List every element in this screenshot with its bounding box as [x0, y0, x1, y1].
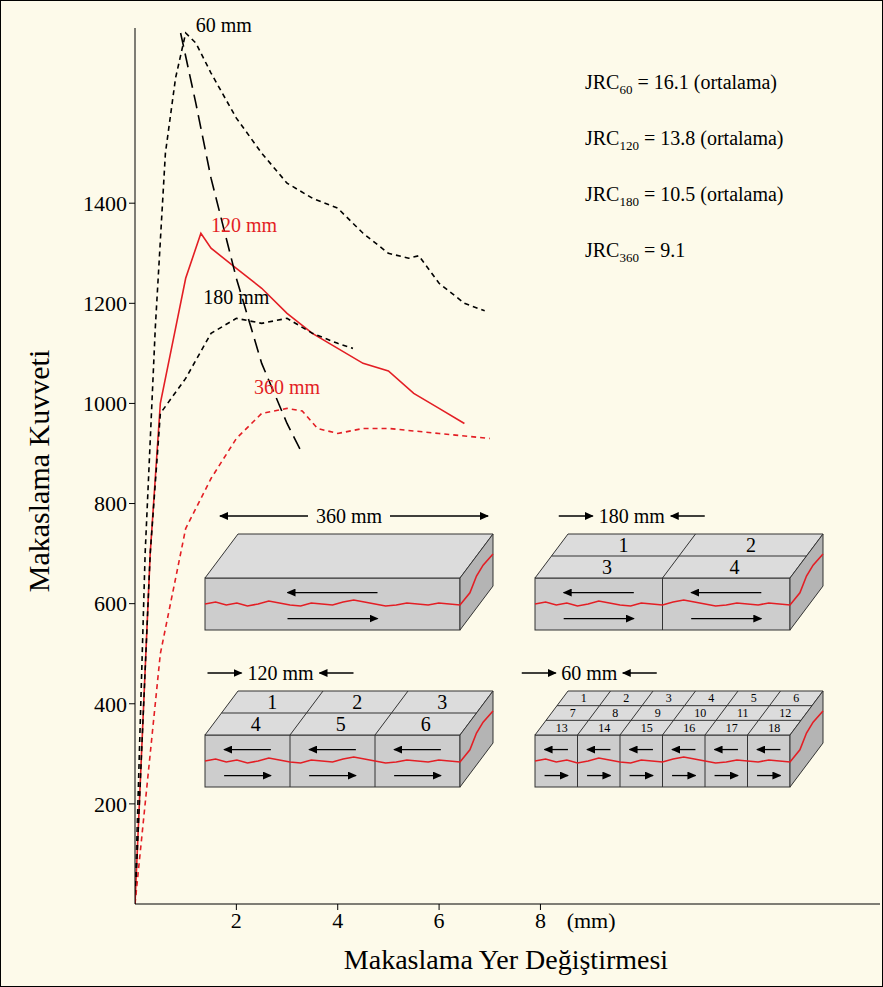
- svg-text:1000: 1000: [83, 391, 127, 416]
- svg-text:2: 2: [231, 908, 242, 933]
- svg-text:200: 200: [94, 792, 127, 817]
- svg-text:2: 2: [352, 691, 362, 713]
- svg-text:JRC120 = 13.8 (ortalama): JRC120 = 13.8 (ortalama): [585, 127, 784, 153]
- svg-text:5: 5: [751, 691, 757, 705]
- svg-text:Makaslama Yer Değiştirmesi: Makaslama Yer Değiştirmesi: [344, 944, 669, 975]
- svg-text:18: 18: [768, 721, 780, 735]
- svg-text:6: 6: [421, 713, 431, 735]
- svg-text:360 mm: 360 mm: [254, 376, 321, 398]
- svg-text:1400: 1400: [83, 191, 127, 216]
- svg-text:15: 15: [641, 721, 653, 735]
- svg-text:1: 1: [619, 534, 629, 556]
- svg-text:120 mm: 120 mm: [247, 662, 314, 684]
- svg-text:11: 11: [737, 706, 749, 720]
- svg-text:180 mm: 180 mm: [599, 505, 666, 527]
- svg-text:4: 4: [730, 556, 740, 578]
- svg-text:JRC360 = 9.1: JRC360 = 9.1: [585, 239, 685, 265]
- svg-text:4: 4: [708, 691, 714, 705]
- svg-text:13: 13: [556, 721, 568, 735]
- svg-text:5: 5: [336, 713, 346, 735]
- svg-text:1: 1: [267, 691, 277, 713]
- svg-text:400: 400: [94, 692, 127, 717]
- svg-text:3: 3: [602, 556, 612, 578]
- svg-text:2: 2: [623, 691, 629, 705]
- svg-text:180 mm: 180 mm: [203, 286, 270, 308]
- svg-text:1: 1: [581, 691, 587, 705]
- svg-text:10: 10: [694, 706, 706, 720]
- svg-text:3: 3: [437, 691, 447, 713]
- svg-text:9: 9: [655, 706, 661, 720]
- svg-text:JRC60 = 16.1 (ortalama): JRC60 = 16.1 (ortalama): [585, 71, 777, 97]
- svg-text:(mm): (mm): [567, 908, 616, 933]
- svg-text:120 mm: 120 mm: [211, 214, 278, 236]
- svg-text:8: 8: [612, 706, 618, 720]
- svg-text:2: 2: [746, 534, 756, 556]
- svg-text:12: 12: [779, 706, 791, 720]
- svg-text:1200: 1200: [83, 291, 127, 316]
- svg-text:Makaslama Kuvveti: Makaslama Kuvveti: [22, 350, 55, 592]
- svg-text:16: 16: [683, 721, 695, 735]
- svg-text:6: 6: [434, 908, 445, 933]
- svg-text:600: 600: [94, 591, 127, 616]
- svg-text:60 mm: 60 mm: [561, 662, 618, 684]
- svg-text:4: 4: [332, 908, 343, 933]
- svg-text:3: 3: [666, 691, 672, 705]
- svg-text:JRC180 = 10.5 (ortalama): JRC180 = 10.5 (ortalama): [585, 183, 784, 209]
- svg-text:17: 17: [726, 721, 738, 735]
- svg-text:800: 800: [94, 491, 127, 516]
- svg-text:360 mm: 360 mm: [316, 505, 383, 527]
- svg-text:60 mm: 60 mm: [196, 14, 253, 36]
- svg-text:8: 8: [535, 908, 546, 933]
- svg-text:14: 14: [598, 721, 610, 735]
- svg-text:6: 6: [793, 691, 799, 705]
- svg-text:4: 4: [251, 713, 261, 735]
- svg-text:7: 7: [570, 706, 576, 720]
